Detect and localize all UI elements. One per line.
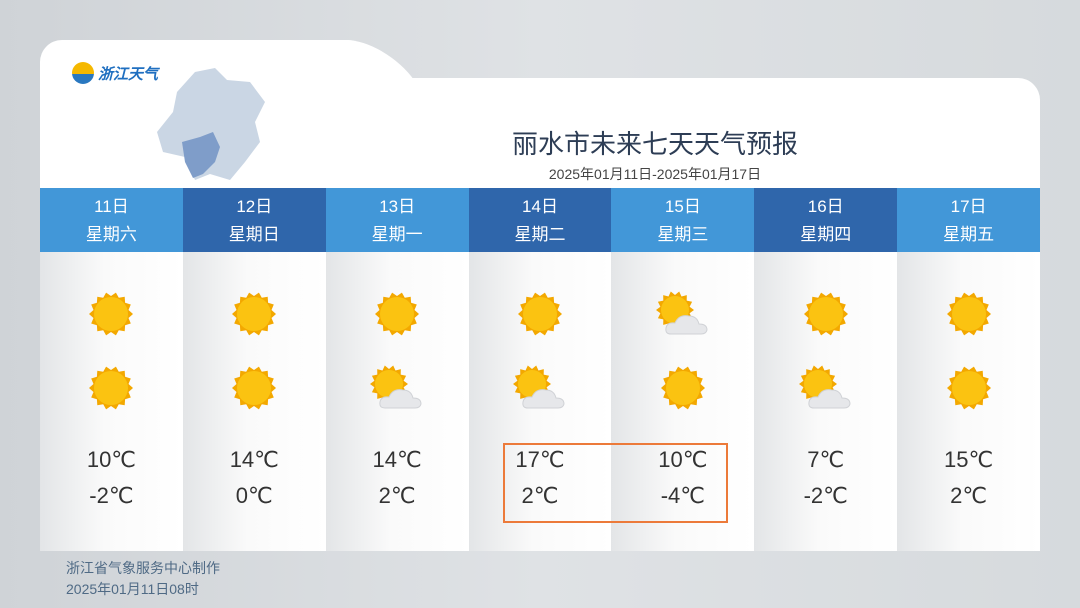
low-temp: 2℃ [950, 483, 988, 508]
day-weekday: 星期六 [85, 225, 137, 244]
day-header: 16日星期四 [754, 188, 898, 252]
day-date: 15日 [664, 197, 701, 216]
day-date: 14日 [522, 197, 558, 216]
sunny-icon [653, 364, 713, 412]
partly-cloudy-icon [367, 364, 427, 412]
temperature: 14℃ 2℃ [373, 442, 422, 514]
day-weekday: 星期五 [943, 225, 995, 244]
day-weekday: 星期二 [514, 225, 566, 244]
day-header: 17日星期五 [897, 188, 1041, 252]
low-temp: -2℃ [89, 483, 134, 508]
logo: 浙江天气 [72, 62, 158, 84]
day-weekday: 星期四 [800, 225, 852, 244]
temperature: 7℃ -2℃ [804, 442, 848, 514]
day-header: 11日星期六 [40, 188, 183, 252]
high-temp: 15℃ [943, 447, 994, 472]
high-temp: 17℃ [515, 447, 565, 472]
high-temp: 14℃ [229, 447, 279, 472]
temperature: 10℃ -2℃ [87, 442, 136, 514]
logo-text: 浙江天气 [98, 65, 159, 83]
sunny-icon [939, 290, 999, 338]
temperature: 14℃ 0℃ [230, 442, 279, 514]
zhejiang-map [157, 68, 265, 180]
low-temp: -4℃ [660, 483, 705, 508]
day-weekday: 星期三 [657, 225, 709, 244]
day-column: 17日 星期五 15℃ 2℃ [897, 188, 1041, 551]
forecast-columns: 11日 星期六 10℃ -2℃ 12日 星期日 14℃ 0℃ 13日 星期一 14℃ 2℃ 14日… [40, 188, 1041, 551]
sunny-icon [796, 290, 856, 338]
day-column: 11日 星期六 10℃ -2℃ [40, 188, 183, 551]
footer: 浙江省气象服务中心制作 2025年01月11日08时 [66, 558, 220, 600]
low-temp: -2℃ [803, 483, 848, 508]
day-header: 15日星期三 [611, 188, 755, 252]
temperature: 10℃ -4℃ [658, 442, 707, 514]
sunny-icon [510, 290, 570, 338]
temperature: 17℃ 2℃ [515, 442, 564, 514]
high-temp: 7℃ [807, 447, 845, 472]
low-temp: 2℃ [378, 483, 416, 508]
partly-cloudy-icon [796, 364, 856, 412]
sunny-icon [224, 290, 284, 338]
temperature: 15℃ 2℃ [944, 442, 993, 514]
day-date: 11日 [94, 197, 129, 216]
day-header: 12日星期日 [182, 188, 326, 252]
day-column: 16日 星期四 7℃ -2℃ [754, 188, 898, 551]
high-temp: 10℃ [658, 447, 708, 472]
sunny-icon [81, 364, 141, 412]
day-column: 14日 星期二 17℃ 2℃ [468, 188, 612, 551]
sunny-icon [224, 364, 284, 412]
producer: 浙江省气象服务中心制作 [66, 560, 220, 576]
day-column: 13日 星期一 14℃ 2℃ [325, 188, 469, 551]
issued-time: 2025年01月11日08时 [66, 581, 199, 597]
day-column: 12日 星期日 14℃ 0℃ [182, 188, 326, 551]
date-range: 2025年01月11日-2025年01月17日 [548, 166, 762, 182]
day-date: 16日 [807, 197, 844, 216]
sunny-icon [939, 364, 999, 412]
sunny-icon [367, 290, 427, 338]
partly-cloudy-icon [510, 364, 570, 412]
low-temp: 0℃ [235, 483, 273, 508]
day-header: 13日星期一 [325, 188, 469, 252]
day-weekday: 星期日 [228, 225, 280, 244]
day-date: 13日 [379, 197, 416, 216]
day-date: 12日 [236, 197, 273, 216]
day-date: 17日 [950, 197, 987, 216]
day-header: 14日星期二 [468, 188, 612, 252]
page-title: 丽水市未来七天天气预报 [511, 129, 798, 159]
day-column: 15日 星期三 10℃ -4℃ [611, 188, 755, 551]
low-temp: 2℃ [521, 483, 559, 508]
highlight-box [503, 443, 728, 523]
high-temp: 14℃ [372, 447, 422, 472]
partly-cloudy-icon [653, 290, 713, 338]
logo-sun-icon [72, 62, 94, 84]
high-temp: 10℃ [86, 447, 137, 472]
day-weekday: 星期一 [371, 225, 423, 244]
sunny-icon [81, 290, 141, 338]
